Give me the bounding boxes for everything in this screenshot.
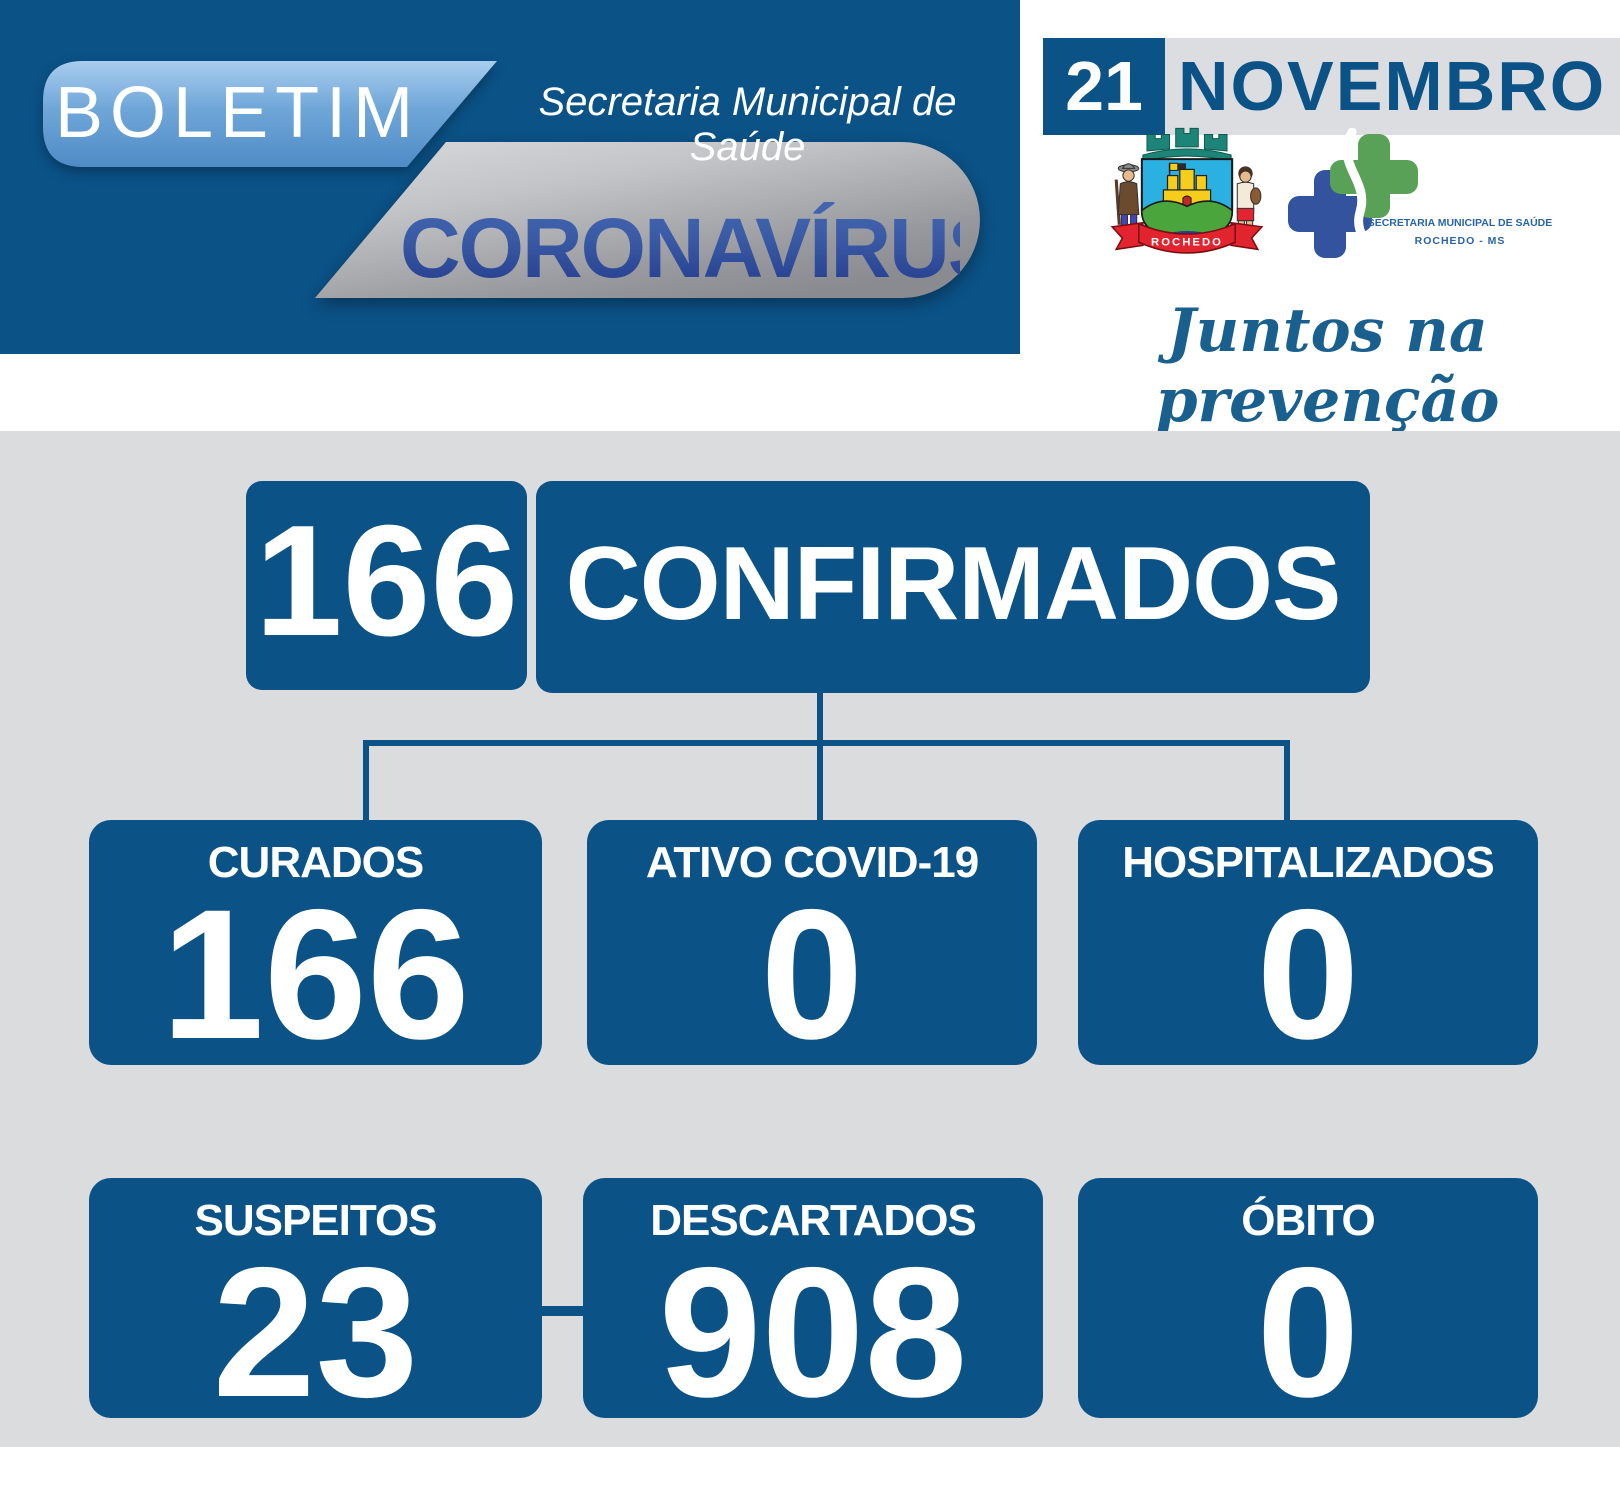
card-hospitalizados: HOSPITALIZADOS 0 <box>1078 820 1538 1078</box>
card-value: 166 <box>161 872 470 1078</box>
card-value: 0 <box>1256 872 1360 1078</box>
card-label: CURADOS <box>207 838 424 887</box>
card-value: 23 <box>212 1230 419 1436</box>
card-ativo-covid19: ATIVO COVID-19 0 <box>587 820 1037 1078</box>
card-label: SUSPEITOS <box>194 1196 437 1245</box>
connector-right-vertical <box>1284 740 1290 822</box>
connector-left-vertical <box>363 740 369 822</box>
card-obito: ÓBITO 0 <box>1078 1178 1538 1436</box>
card-curados: CURADOS 166 <box>89 820 542 1078</box>
connector-horizontal-bar <box>363 740 1290 746</box>
card-value: 908 <box>658 1230 968 1436</box>
connector-suspeitos-descartados <box>540 1306 585 1316</box>
card-label: ÓBITO <box>1241 1196 1376 1245</box>
crest-banner: ROCHEDO <box>1110 221 1264 254</box>
date-month: NOVEMBRO <box>1178 47 1607 125</box>
rochedo-crest-logo: ROCHEDO <box>1110 127 1264 254</box>
bulletin-subtitle: Secretaria Municipal de Saúde <box>538 80 957 169</box>
card-value: 0 <box>760 872 864 1078</box>
coronavirus-title: CORONAVÍRUS <box>400 201 1004 295</box>
confirmed-label-box: CONFIRMADOS <box>536 481 1370 693</box>
card-label: DESCARTADOS <box>650 1196 977 1245</box>
card-label: ATIVO COVID-19 <box>645 838 979 887</box>
crest-crown <box>1142 127 1232 162</box>
bulletin-title: BOLETIM <box>55 73 421 153</box>
date-day: 21 <box>1043 38 1165 135</box>
logo-s-curve <box>1342 128 1389 265</box>
confirmed-total-box: 166 <box>246 481 527 690</box>
logo-text-line2: ROCHEDO - MS <box>1414 235 1506 247</box>
card-label: HOSPITALIZADOS <box>1122 838 1494 887</box>
card-value: 0 <box>1256 1230 1360 1436</box>
slogan: Juntos na prevenção <box>1155 296 1500 436</box>
connector-center-vertical <box>817 693 823 822</box>
crest-caption: ROCHEDO <box>1151 236 1223 248</box>
header-ribbons <box>43 61 980 298</box>
health-secretariat-logo <box>1288 128 1418 265</box>
coronavirus-ribbon <box>315 142 980 298</box>
card-descartados: DESCARTADOS 908 <box>583 1178 1043 1436</box>
boletim-ribbon <box>43 61 497 167</box>
logo-text-line1: SECRETARIA MUNICIPAL DE SAÚDE <box>1367 217 1553 229</box>
card-suspeitos: SUSPEITOS 23 <box>89 1178 542 1436</box>
